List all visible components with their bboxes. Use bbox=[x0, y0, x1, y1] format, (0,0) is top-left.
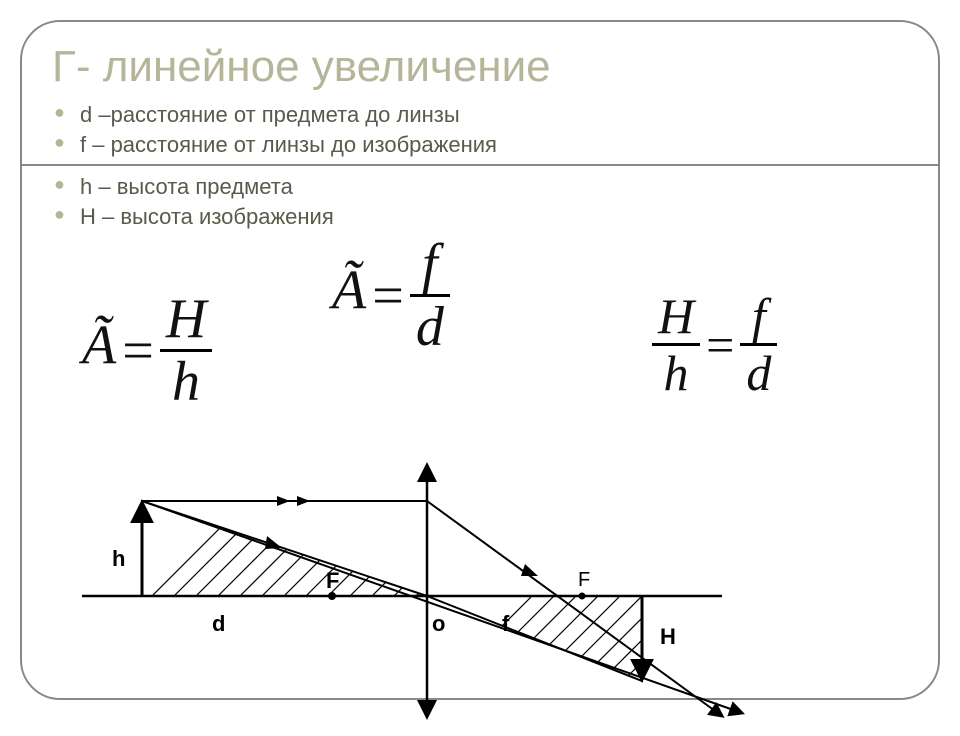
page-title: Г- линейное увеличение bbox=[52, 42, 908, 92]
formula-num: H bbox=[160, 291, 212, 352]
label-h: h bbox=[112, 546, 125, 571]
formula-den: h bbox=[160, 352, 212, 410]
list-item: d –расстояние от предмета до линзы bbox=[52, 100, 908, 130]
formula-lhs: Ã bbox=[82, 314, 116, 376]
formula-den: d bbox=[740, 346, 777, 398]
label-f: f bbox=[502, 611, 510, 636]
formula-den: h bbox=[652, 346, 700, 398]
list-item: H – высота изображения bbox=[52, 202, 908, 232]
formula-num: H bbox=[652, 291, 700, 346]
label-H: H bbox=[660, 624, 676, 649]
list-item: h – высота предмета bbox=[52, 172, 908, 202]
slide-frame: Г- линейное увеличение d –расстояние от … bbox=[20, 20, 940, 700]
formula-Hh-fd: Hh=fd bbox=[652, 291, 777, 398]
label-o: o bbox=[432, 611, 445, 636]
formula-num: f bbox=[740, 291, 777, 346]
formula-gamma-Hh: Ã=Hh bbox=[82, 291, 212, 410]
label-F-right: F bbox=[578, 569, 590, 591]
ray-diagram: h d F o f F H bbox=[62, 436, 762, 736]
formula-gamma-fd: Ã=fd bbox=[332, 236, 450, 355]
divider bbox=[22, 164, 938, 166]
formula-area: Ã=Hh Ã=fd Hh=fd bbox=[52, 236, 908, 436]
formula-num: f bbox=[410, 236, 450, 297]
label-F-left: F bbox=[326, 568, 339, 593]
label-d: d bbox=[212, 611, 225, 636]
list-item: f – расстояние от линзы до изображения bbox=[52, 130, 908, 160]
formula-lhs: Ã bbox=[332, 259, 366, 321]
definitions-list: d –расстояние от предмета до линзы f – р… bbox=[52, 100, 908, 160]
formula-den: d bbox=[410, 297, 450, 355]
definitions-list-2: h – высота предмета H – высота изображен… bbox=[52, 172, 908, 232]
